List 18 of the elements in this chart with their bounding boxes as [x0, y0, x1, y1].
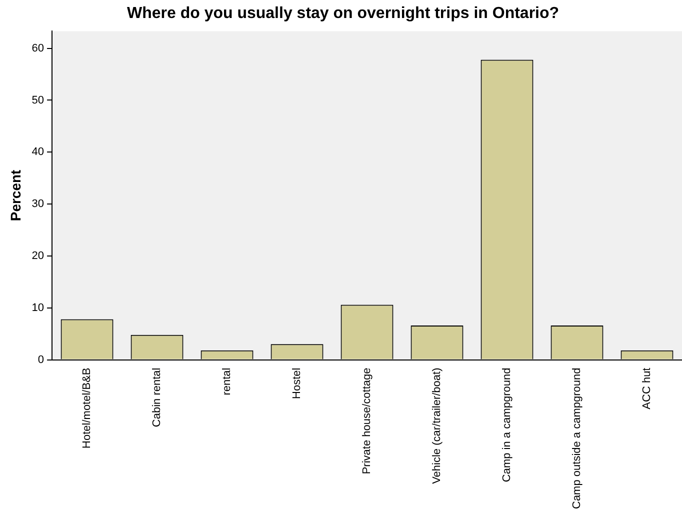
chart-title: Where do you usually stay on overnight trips in Ontario?: [126, 5, 560, 22]
x-tick-label: ACC hut: [641, 368, 654, 410]
x-tick-label: Camp in a campground: [501, 368, 514, 482]
x-tick-label: Cabin rental: [151, 368, 164, 428]
x-tick-label: rental: [221, 368, 234, 396]
y-tick-label: 50: [32, 94, 44, 106]
y-tick-label: 20: [32, 250, 44, 262]
y-tick-label: 30: [32, 198, 44, 210]
x-tick-label: Vehicle (car/trailer/boat): [431, 368, 444, 484]
y-tick-label: 10: [32, 302, 44, 314]
x-tick-label: Private house/cottage: [361, 368, 374, 474]
y-axis-title: Percent: [7, 169, 24, 222]
y-tick-label: 0: [38, 354, 44, 366]
x-tick-label: Hostel: [291, 368, 304, 399]
x-tick-label: Hotel/motel/B&B: [81, 368, 94, 448]
y-tick-label: 60: [32, 42, 44, 54]
x-tick-label: Camp outside a campground: [571, 368, 584, 509]
y-tick-label: 40: [32, 146, 44, 158]
